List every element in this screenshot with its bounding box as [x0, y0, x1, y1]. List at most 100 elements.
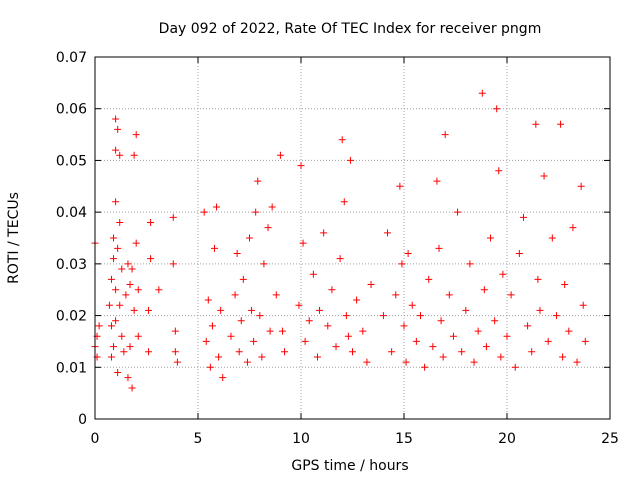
- data-point: [110, 234, 118, 242]
- data-point: [557, 120, 565, 128]
- data-point: [219, 374, 227, 382]
- data-point: [132, 131, 140, 139]
- data-point: [342, 312, 350, 320]
- data-point: [112, 198, 120, 206]
- data-point: [559, 353, 567, 361]
- data-point: [515, 250, 523, 258]
- data-point: [466, 260, 474, 268]
- data-point: [349, 348, 356, 356]
- data-point: [266, 327, 274, 335]
- data-point: [346, 156, 354, 164]
- data-point: [258, 353, 266, 361]
- data-point: [114, 368, 122, 376]
- data-point: [110, 343, 118, 351]
- data-point: [112, 317, 120, 325]
- data-point: [412, 337, 420, 345]
- data-point: [305, 317, 313, 325]
- data-point: [252, 208, 260, 216]
- plot-frame: [94, 56, 611, 420]
- data-point: [110, 255, 118, 263]
- data-point: [264, 224, 272, 232]
- data-point: [565, 327, 573, 335]
- data-point: [134, 332, 142, 340]
- data-point: [237, 317, 245, 325]
- data-point: [579, 301, 587, 309]
- data-point: [478, 89, 486, 97]
- data-point: [202, 337, 210, 345]
- data-point: [499, 270, 507, 278]
- data-point: [169, 260, 177, 268]
- data-point: [548, 234, 556, 242]
- data-point: [107, 275, 115, 283]
- data-point: [116, 218, 124, 226]
- data-point: [95, 322, 103, 330]
- data-point: [384, 229, 392, 237]
- x-axis-ticks: 0 5 10 15 20 25: [91, 57, 619, 447]
- data-point: [260, 260, 268, 268]
- data-point: [278, 327, 286, 335]
- data-point: [246, 234, 253, 242]
- grid-lines: [95, 57, 610, 419]
- data-point: [126, 343, 134, 351]
- data-point: [250, 337, 258, 345]
- data-point: [227, 332, 235, 340]
- data-point: [416, 312, 424, 320]
- chart-title: Day 092 of 2022, Rate Of TEC Index for r…: [159, 21, 542, 37]
- y-tick-label: 0.01: [56, 360, 87, 376]
- data-point: [454, 208, 462, 216]
- y-axis-ticks: 0 0.01 0.02 0.03 0.04 0.05 0.06 0.07: [56, 50, 610, 428]
- data-point: [441, 131, 449, 139]
- data-point: [433, 177, 441, 185]
- data-point: [114, 244, 122, 252]
- data-point: [107, 353, 115, 361]
- x-tick-label: 10: [292, 431, 310, 447]
- data-point: [116, 151, 124, 159]
- y-tick-label: 0.07: [56, 50, 87, 66]
- x-tick-label: 5: [194, 431, 203, 447]
- data-point: [124, 260, 132, 268]
- data-point: [231, 291, 239, 299]
- data-point: [132, 239, 140, 247]
- data-point: [474, 327, 482, 335]
- data-point: [105, 301, 113, 309]
- data-point: [268, 203, 276, 211]
- x-tick-label: 0: [91, 431, 100, 447]
- data-point: [338, 136, 346, 144]
- y-axis-label: ROTI / TECUs: [6, 192, 22, 284]
- data-point: [445, 291, 453, 299]
- x-axis-label: GPS time / hours: [291, 458, 408, 474]
- data-point: [309, 270, 317, 278]
- data-point: [544, 337, 552, 345]
- data-point: [276, 151, 284, 159]
- data-point: [256, 312, 264, 320]
- data-point: [552, 312, 560, 320]
- data-point: [528, 348, 536, 356]
- data-point: [534, 275, 542, 283]
- data-point: [353, 296, 361, 304]
- data-point: [408, 301, 416, 309]
- data-point: [116, 301, 124, 309]
- data-point: [344, 332, 352, 340]
- data-point: [519, 213, 527, 221]
- data-point: [328, 286, 336, 294]
- data-point: [204, 296, 212, 304]
- data-point: [569, 224, 577, 232]
- data-point: [437, 317, 445, 325]
- data-point: [299, 239, 307, 247]
- data-point: [491, 317, 499, 325]
- data-point: [155, 286, 163, 294]
- data-point: [379, 312, 387, 320]
- data-point: [128, 265, 136, 273]
- data-point: [493, 105, 501, 113]
- data-point: [313, 353, 321, 361]
- data-point: [524, 322, 532, 330]
- data-point: [112, 115, 120, 123]
- data-point: [301, 337, 309, 345]
- data-point: [145, 348, 153, 356]
- data-point: [215, 353, 223, 361]
- data-point: [449, 332, 457, 340]
- data-point: [503, 332, 511, 340]
- data-point: [239, 275, 247, 283]
- data-point: [336, 255, 344, 263]
